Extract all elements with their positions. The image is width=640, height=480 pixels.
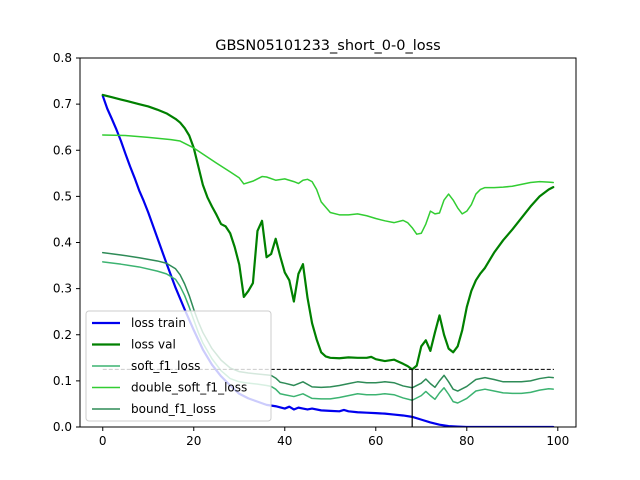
series-line-double-soft-f1-loss [102,134,554,235]
y-tick-label: 0.8 [53,51,72,65]
series-line-loss-train [101,94,555,427]
y-tick-label: 0.0 [53,420,72,434]
y-tick-label: 0.7 [53,97,72,111]
legend-label-loss-train: loss train [131,316,186,330]
y-tick-label: 0.3 [53,282,72,296]
x-tick-label: 100 [546,434,569,448]
series-line-loss-val [101,93,555,371]
legend: loss train loss val soft_f1_loss double_sof… [85,310,272,422]
x-tick-label: 60 [368,434,383,448]
y-tick-label: 0.1 [53,374,72,388]
legend-label-loss-val: loss val [131,338,176,352]
x-tick-label: 80 [459,434,474,448]
legend-label-double-soft-f1-loss: double_soft_f1_loss [131,381,247,395]
x-tick-label: 0 [99,434,107,448]
legend-box [85,310,272,422]
x-tick-label: 20 [186,434,201,448]
axes: 0 20 40 60 80 100 0.0 0.1 0.2 0.3 0.4 0.5 0.6 0.7 0.8 [53,51,577,448]
y-tick-label: 0.6 [53,143,72,157]
y-tick-label: 0.2 [53,328,72,342]
y-tick-label: 0.4 [53,236,72,250]
x-tick-label: 40 [277,434,292,448]
legend-label-bound-f1-loss: bound_f1_loss [131,402,216,416]
y-tick-label: 0.5 [53,189,72,203]
legend-label-soft-f1-loss: soft_f1_loss [131,359,200,373]
chart-title: GBSN05101233_short_0-0_loss [215,38,441,54]
